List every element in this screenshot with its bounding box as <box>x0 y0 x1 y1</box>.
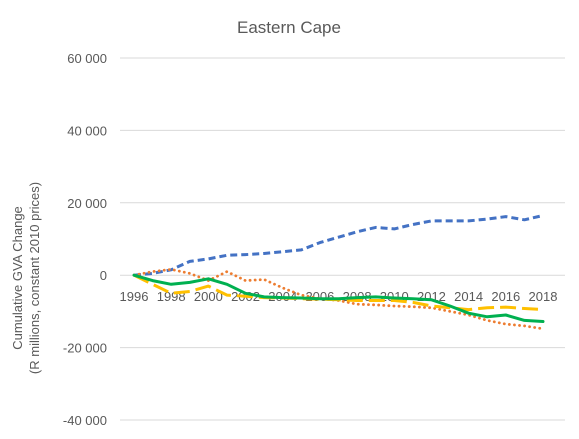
y-tick-label: -40 000 <box>63 413 107 428</box>
y-tick-label: -20 000 <box>63 341 107 356</box>
x-tick-label: 1996 <box>120 289 149 304</box>
y-tick-label: 20 000 <box>67 196 107 211</box>
y-axis-label-line1: Cumulative GVA Change <box>10 206 25 350</box>
y-tick-label: 0 <box>100 268 107 283</box>
series-line-1 <box>133 214 544 277</box>
series-lines <box>132 214 545 331</box>
gridlines <box>120 57 565 421</box>
y-axis-label-line2: (R millions, constant 2010 prices) <box>27 182 42 374</box>
x-tick-label: 2014 <box>454 289 483 304</box>
x-tick-label: 2016 <box>491 289 520 304</box>
y-axis-label: Cumulative GVA Change (R millions, const… <box>10 182 42 374</box>
y-tick-labels: 60 000 40 000 20 000 0 -20 000 -40 000 <box>63 51 107 428</box>
series-line-4 <box>132 273 545 323</box>
x-tick-label: 2000 <box>194 289 223 304</box>
x-tick-label: 2018 <box>529 289 558 304</box>
x-tick-label: 2006 <box>305 289 334 304</box>
chart-title: Eastern Cape <box>237 18 341 37</box>
y-tick-label: 60 000 <box>67 51 107 66</box>
y-tick-label: 40 000 <box>67 123 107 138</box>
